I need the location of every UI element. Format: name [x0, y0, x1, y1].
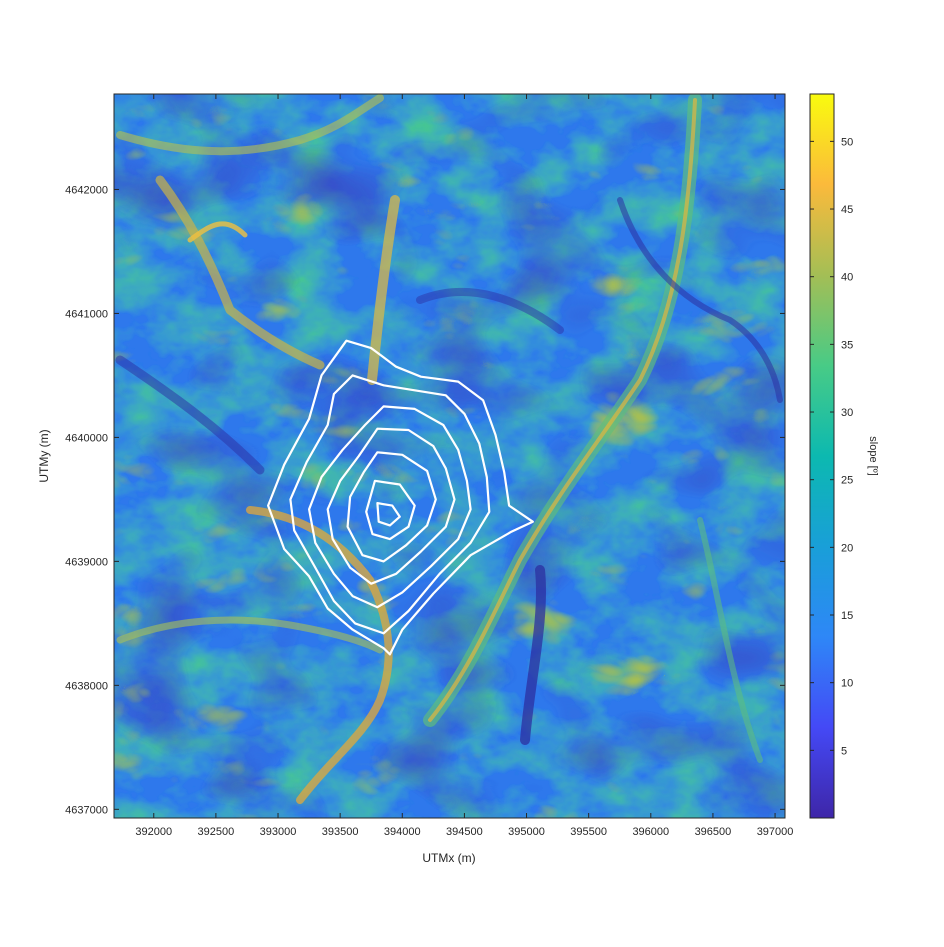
colorbar-tick-label: 30 [841, 407, 853, 419]
x-tick-label: 394500 [446, 826, 483, 838]
x-tick-label: 392500 [198, 826, 235, 838]
x-axis: 392000 392500 393000 393500 394000 394500 3950… [135, 94, 793, 838]
colorbar-tick-label: 25 [841, 475, 853, 487]
y-tick-label: 4641000 [65, 308, 108, 320]
x-tick-label: 393000 [260, 826, 297, 838]
colorbar: 5 10 15 20 25 30 35 40 45 50 slope [º] [809, 93, 879, 819]
x-tick-label: 395000 [508, 826, 545, 838]
colorbar-tick-label: 35 [841, 339, 853, 351]
x-tick-label: 395500 [570, 826, 607, 838]
colorbar-tick-label: 40 [841, 272, 853, 284]
x-tick-label: 396000 [632, 826, 669, 838]
x-tick-label: 392000 [135, 826, 172, 838]
contour-line [376, 502, 401, 527]
colorbar-tick-label: 20 [841, 542, 853, 554]
contour-line [267, 339, 534, 656]
y-axis: 4637000 4638000 4639000 4640000 4641000 46420… [65, 184, 785, 816]
colorbar-tick-label: 50 [841, 136, 853, 148]
y-tick-label: 4638000 [65, 680, 108, 692]
slope-raster [114, 94, 785, 818]
contour-lines [267, 339, 534, 656]
colorbar-gradient [809, 93, 835, 819]
y-tick-label: 4640000 [65, 432, 108, 444]
colorbar-tick-label: 5 [841, 745, 847, 757]
y-tick-label: 4637000 [65, 804, 108, 816]
contour-line [326, 427, 456, 585]
colorbar-tick-label: 15 [841, 610, 853, 622]
x-tick-label: 396500 [695, 826, 732, 838]
y-tick-label: 4642000 [65, 184, 108, 196]
x-axis-label: UTMx (m) [422, 851, 475, 865]
colorbar-tick-label: 10 [841, 678, 853, 690]
contour-line [346, 451, 437, 563]
contour-line [365, 479, 416, 541]
contour-line [308, 405, 472, 609]
plot-area [113, 93, 786, 819]
x-tick-label: 394000 [384, 826, 421, 838]
x-tick-label: 393500 [322, 826, 359, 838]
x-tick-label: 397000 [757, 826, 794, 838]
colorbar-label: slope [º] [867, 436, 879, 475]
y-tick-label: 4639000 [65, 556, 108, 568]
colorbar-tick-label: 45 [841, 204, 853, 216]
contour-line [289, 374, 491, 635]
y-axis-label: UTMy (m) [37, 429, 51, 482]
